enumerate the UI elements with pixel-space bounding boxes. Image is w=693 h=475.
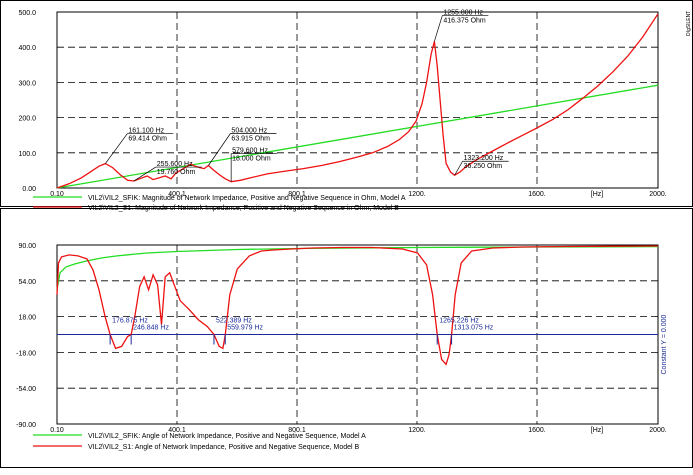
x-tick-label: 800.1 [288,427,306,434]
magnitude-plot: 500.0 400.0 300.0 200.0 100.0 0.00 0.10 400.1 80… [18,9,666,212]
annotation-leader [434,15,443,42]
angle-annotation-label: 1313.075 Hz [454,325,494,332]
plot-area [56,11,659,189]
annotation-leader [133,166,156,182]
angle-annotation-label: 522.389 Hz [216,318,252,325]
series-line-model-b [56,13,659,189]
x-tick-label: 800.1 [288,191,306,198]
y-tick-label: -90.00 [16,422,36,429]
annotation-frequency: 161.100 Hz [128,128,164,135]
x-tick-label: 400.1 [168,427,186,434]
watermark-text: DIgSILENT [686,11,692,36]
x-tick-label: 0.10 [50,427,64,434]
angle-plot: 90.00 54.00 18.00 -18.00 -54.00 -90.00 0.10 400… [16,243,668,451]
annotation-frequency: 579.600 Hz [232,148,268,155]
series-line-model-b [56,245,659,366]
angle-annotation-label: 176.875 Hz [112,318,148,325]
y-tick-label: 100.0 [18,151,36,158]
annotation-value: 36.250 Ohm [464,163,503,170]
x-tick-label: 1200. [408,427,426,434]
annotation-leader [105,133,128,164]
x-tick-label: 1600. [528,191,546,198]
annotation-value: 69.414 Ohm [128,136,167,143]
angle-annotation-label: 246.848 Hz [133,325,169,332]
legend-label: VIL2\VIL2_SFIK: Angle of Network Impedan… [88,433,366,440]
y-tick-label: 300.0 [18,80,36,87]
y-tick-label: 54.00 [18,279,36,286]
annotation-frequency: 1255.800 Hz [443,9,483,16]
x-tick-label: 2000. [649,427,667,434]
legend-label: VIL2\VIL2_S1: Magnitude of Network Imped… [88,205,399,212]
y-tick-label: 200.0 [18,116,36,123]
series-line-model-a [56,245,659,290]
annotation-frequency: 1323.200 Hz [464,155,504,162]
angle-annotation-label: 559.979 Hz [227,325,263,332]
annotation-value: 63.915 Ohm [231,136,270,143]
legend-label: VIL2\VIL2_SFIK: Magnitude of Network Imp… [88,195,406,202]
legend-label: VIL2\VIL2_S1: Angle of Network Impedance… [88,444,360,451]
x-tick-label: [Hz] [591,191,604,198]
annotation-value: 19.760 Ohm [157,169,196,176]
x-tick-label: 2000. [649,191,667,198]
x-tick-label: 0.10 [50,191,64,198]
constant-y-label: Constant Y = 0.000 [661,315,668,375]
angle-annotation-label: 1265.226 Hz [439,318,479,325]
annotation-value: 18.000 Ohm [232,156,271,163]
y-tick-label: -54.00 [16,386,36,393]
y-tick-label: 18.00 [18,315,36,322]
y-tick-label: 400.0 [18,45,36,52]
annotation-value: 416.375 Ohm [443,17,486,24]
annotation-leader [454,161,463,176]
annotation-leader [208,133,231,166]
y-tick-label: 500.0 [18,10,36,17]
y-tick-label: 90.00 [18,243,36,250]
y-tick-label: 0.00 [22,186,36,193]
x-tick-label: 1200. [408,191,426,198]
top-panel-frame [0,0,693,207]
x-tick-label: 400.1 [168,191,186,198]
x-tick-label: 1600. [528,427,546,434]
y-tick-label: -18.00 [16,350,36,357]
annotation-frequency: 255.600 Hz [157,161,193,168]
series-line-model-a [56,84,659,189]
annotation-frequency: 504.000 Hz [231,128,267,135]
x-tick-label: [Hz] [591,427,604,434]
